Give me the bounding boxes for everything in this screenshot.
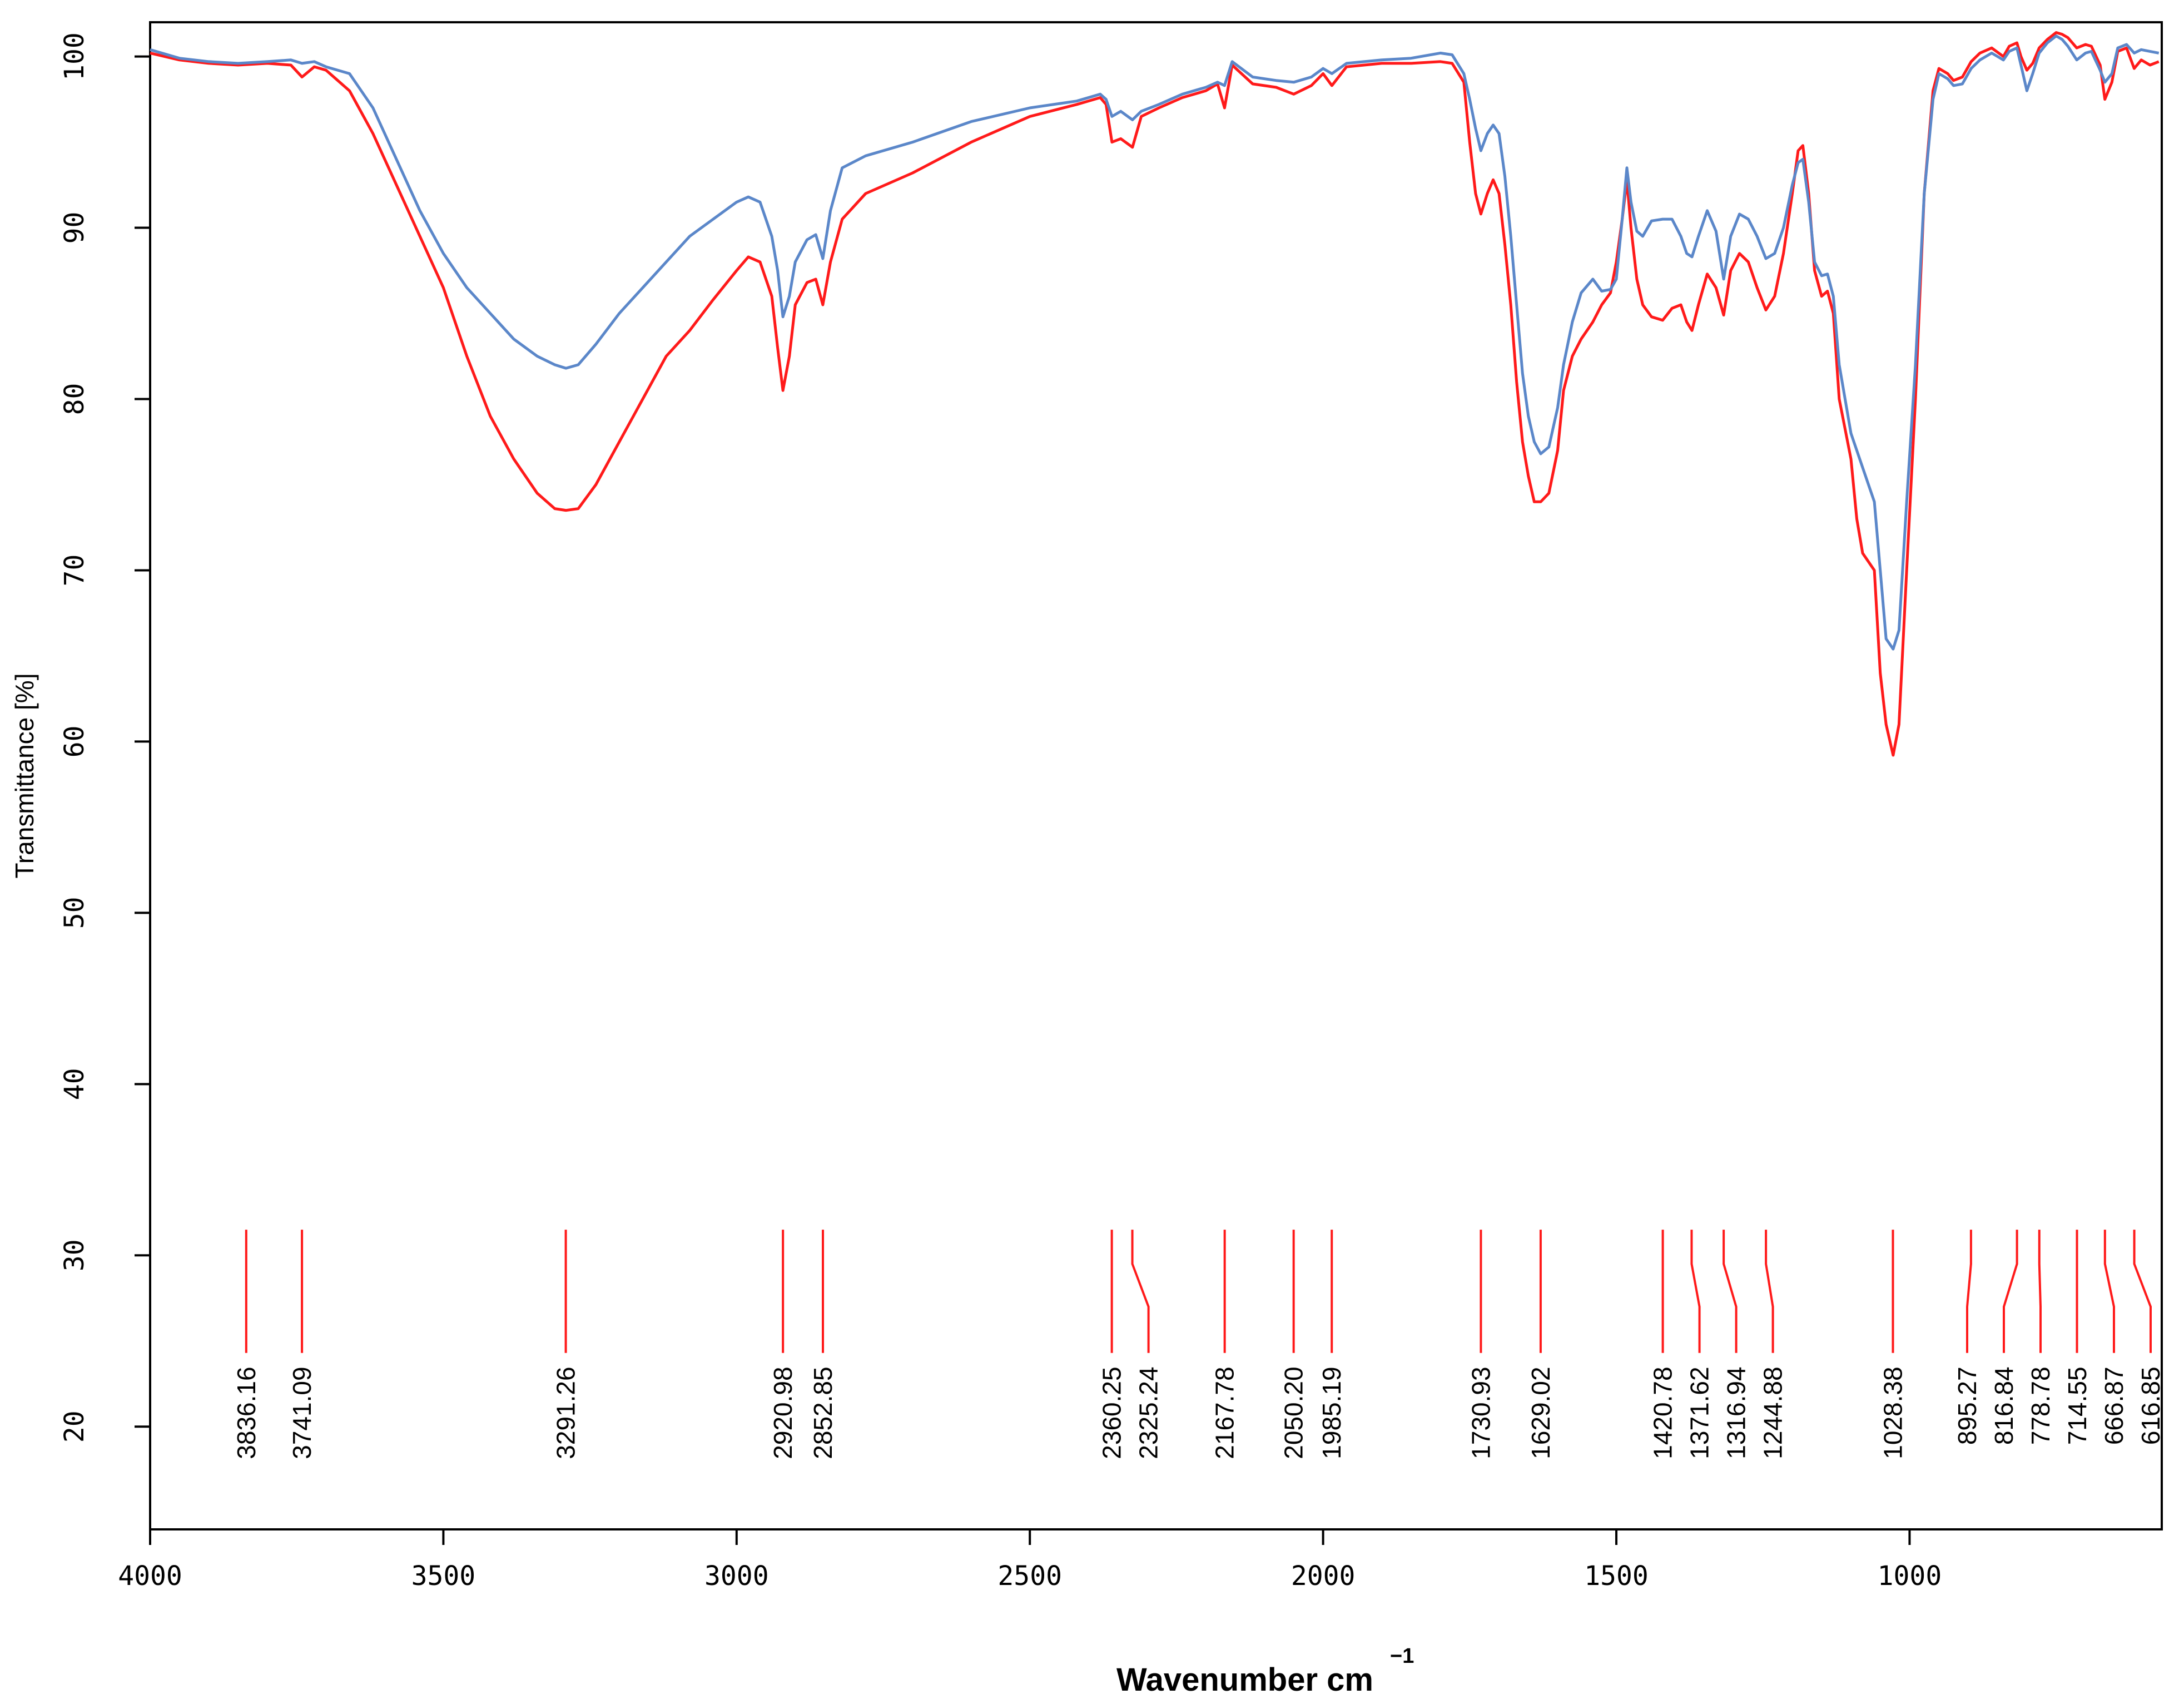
spectrum-line-blue	[150, 34, 2160, 651]
peak-label: 778.78	[2026, 1366, 2055, 1445]
peak-marker-line	[2003, 1230, 2018, 1353]
peak-label: 1730.93	[1466, 1366, 1495, 1459]
peak-label: 1028.38	[1878, 1366, 1907, 1459]
y-axis-label: Transmittance [%]	[10, 673, 39, 879]
x-axis: 4000 3500 3000 2500 2000 1500 1000	[118, 1529, 1942, 1592]
peak-label: 1316.94	[1722, 1366, 1751, 1459]
y-tick-label: 100	[59, 32, 90, 81]
peak-marker-line	[1966, 1230, 1972, 1353]
peak-label: 1371.62	[1685, 1366, 1714, 1459]
peak-label: 1420.78	[1649, 1366, 1677, 1459]
peak-label: 895.27	[1953, 1366, 1982, 1445]
x-tick-label: 2500	[997, 1561, 1062, 1592]
y-tick-label: 70	[59, 554, 90, 587]
y-tick-label: 60	[59, 726, 90, 758]
peak-label: 3291.26	[552, 1366, 580, 1459]
peak-label: 2852.85	[808, 1366, 837, 1459]
series-layer	[150, 31, 2160, 757]
x-tick-label: 3000	[704, 1561, 769, 1592]
x-tick-label: 3500	[411, 1561, 476, 1592]
x-tick-label: 1500	[1584, 1561, 1649, 1592]
y-tick-label: 80	[59, 383, 90, 415]
peak-label: 2325.24	[1134, 1366, 1163, 1459]
plot-frame	[149, 21, 2163, 1530]
peak-marker-line	[1690, 1230, 1701, 1353]
spectrum-line-red	[150, 31, 2160, 757]
peak-label: 1244.88	[1759, 1366, 1788, 1459]
peak-label: 714.55	[2063, 1366, 2092, 1445]
peak-label: 666.87	[2099, 1366, 2128, 1445]
peak-label: 2167.78	[1210, 1366, 1239, 1459]
peak-marker-line	[1765, 1230, 1774, 1353]
y-tick-label: 40	[59, 1068, 90, 1100]
peak-label: 2050.20	[1279, 1366, 1308, 1459]
x-tick-label: 2000	[1291, 1561, 1356, 1592]
x-tick-label: 1000	[1878, 1561, 1942, 1592]
y-tick-label: 20	[59, 1410, 90, 1443]
peak-label: 3741.09	[287, 1366, 316, 1459]
peak-label: 1629.02	[1526, 1366, 1555, 1459]
y-axis: 20 30 40 50 60 70 80 90 100	[59, 32, 150, 1443]
y-tick-label: 50	[59, 896, 90, 929]
peak-marker-line	[2038, 1230, 2042, 1353]
peak-marker-line	[1131, 1230, 1150, 1353]
peak-label: 2920.98	[768, 1366, 797, 1459]
x-axis-label-superscript: −1	[1390, 1644, 1414, 1668]
y-tick-label: 90	[59, 212, 90, 244]
x-tick-label: 4000	[118, 1561, 182, 1592]
peak-marker-line	[1723, 1230, 1738, 1353]
peak-label: 1985.19	[1317, 1366, 1346, 1459]
peak-label: 3836.16	[232, 1366, 261, 1459]
x-axis-label: Wavenumber cm	[1116, 1662, 1373, 1698]
peak-marker-line	[2133, 1230, 2152, 1353]
peak-label: 2360.25	[1098, 1366, 1126, 1459]
peak-label: 816.84	[1989, 1366, 2018, 1445]
peak-label: 616.85	[2136, 1366, 2165, 1445]
peak-markers: 3836.16 3741.09 3291.26 2920.98 2852.85 2360.…	[232, 1230, 2165, 1459]
y-tick-label: 30	[59, 1239, 90, 1271]
peak-marker-line	[2103, 1230, 2115, 1353]
